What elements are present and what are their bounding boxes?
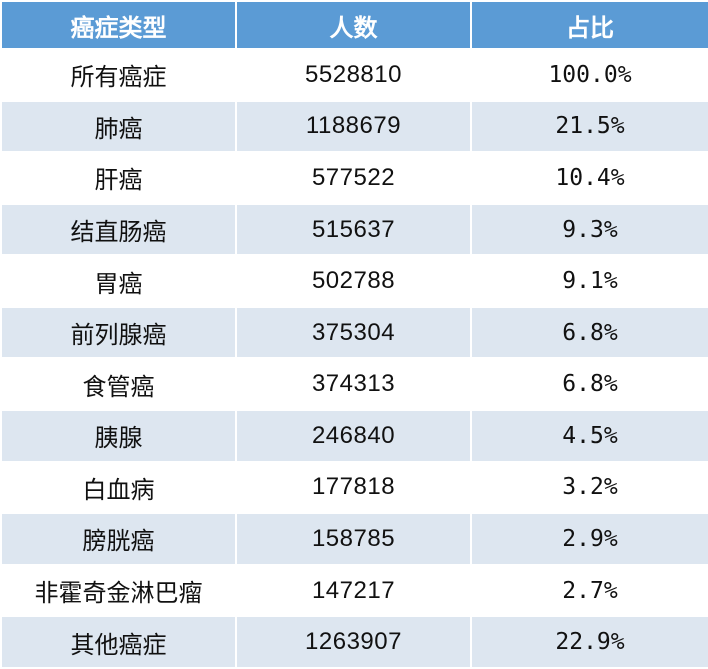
table-cell: 肝癌: [0, 151, 237, 205]
table-row: 肝癌 577522 10.4%: [0, 151, 708, 205]
table-cell: 胰腺: [0, 409, 237, 463]
table-row: 非霍奇金淋巴瘤 147217 2.7%: [0, 563, 708, 618]
table-cell: 246840: [235, 409, 472, 463]
table-cell: 白血病: [0, 460, 237, 515]
table-row: 其他癌症 1263907 22.9%: [0, 615, 708, 669]
table-header: 癌症类型 人数 占比: [0, 0, 708, 50]
table-row: 胰腺 246840 4.5%: [0, 409, 708, 463]
table-cell: 502788: [235, 254, 472, 308]
table-cell: 10.4%: [470, 151, 708, 205]
header-cell: 占比: [470, 0, 708, 50]
table-cell: 1263907: [235, 615, 472, 669]
table-cell: 6.8%: [470, 305, 708, 360]
table-body: 所有癌症 5528810 100.0% 肺癌 1188679 21.5% 肝癌 577522 1…: [0, 48, 708, 669]
table-cell: 2.7%: [470, 563, 708, 618]
table-cell: 374313: [235, 357, 472, 412]
header-cell: 人数: [235, 0, 472, 50]
table-cell: 1188679: [235, 99, 472, 154]
table-row: 所有癌症 5528810 100.0%: [0, 48, 708, 102]
header-cell: 癌症类型: [0, 0, 237, 50]
table-cell: 食管癌: [0, 357, 237, 412]
table-cell: 158785: [235, 512, 472, 566]
table-row: 胃癌 502788 9.1%: [0, 254, 708, 308]
table-row: 前列腺癌 375304 6.8%: [0, 305, 708, 360]
table-cell: 3.2%: [470, 460, 708, 515]
table-cell: 9.1%: [470, 254, 708, 308]
table-cell: 膀胱癌: [0, 512, 237, 566]
table-cell: 胃癌: [0, 254, 237, 308]
table-cell: 前列腺癌: [0, 305, 237, 360]
table-cell: 177818: [235, 460, 472, 515]
table-cell: 577522: [235, 151, 472, 205]
table-cell: 4.5%: [470, 409, 708, 463]
header-row: 癌症类型 人数 占比: [0, 0, 708, 50]
table-cell: 非霍奇金淋巴瘤: [0, 563, 237, 618]
table-cell: 9.3%: [470, 202, 708, 257]
table-cell: 2.9%: [470, 512, 708, 566]
table-cell: 22.9%: [470, 615, 708, 669]
table-row: 结直肠癌 515637 9.3%: [0, 202, 708, 257]
table-row: 肺癌 1188679 21.5%: [0, 99, 708, 154]
table-row: 白血病 177818 3.2%: [0, 460, 708, 515]
table-cell: 6.8%: [470, 357, 708, 412]
table-cell: 21.5%: [470, 99, 708, 154]
table-cell: 375304: [235, 305, 472, 360]
table-cell: 肺癌: [0, 99, 237, 154]
table-cell: 147217: [235, 563, 472, 618]
table-row: 膀胱癌 158785 2.9%: [0, 512, 708, 566]
table-cell: 结直肠癌: [0, 202, 237, 257]
table-cell: 所有癌症: [0, 48, 237, 102]
table-cell: 5528810: [235, 48, 472, 102]
table-row: 食管癌 374313 6.8%: [0, 357, 708, 412]
table-cell: 100.0%: [470, 48, 708, 102]
table-cell: 515637: [235, 202, 472, 257]
table-cell: 其他癌症: [0, 615, 237, 669]
